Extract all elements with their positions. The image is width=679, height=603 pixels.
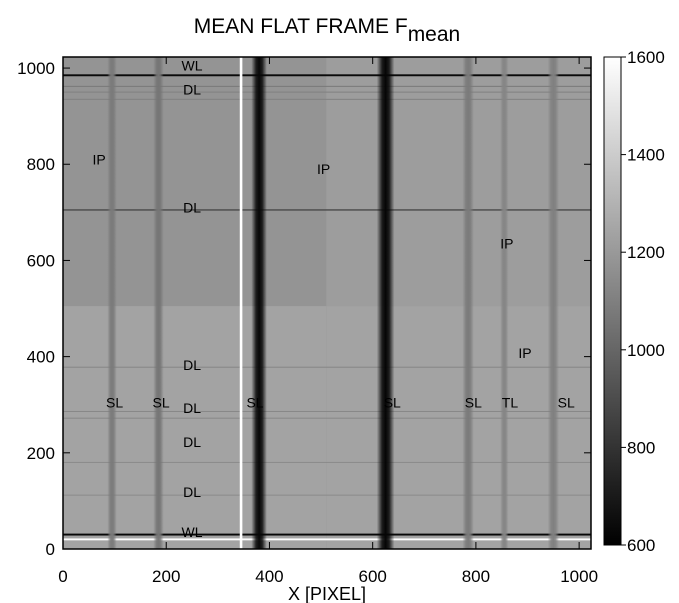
x-tick-label: 1000 [560,567,598,586]
annotation-label: TL [502,394,519,410]
colorbar-tick-label: 800 [627,438,655,457]
vertical-line-feature [239,57,243,549]
annotation-label: WL [182,58,203,74]
annotation-label: IP [500,236,513,252]
x-axis: 0 200 400 600 800 1000 [58,57,598,586]
annotation-label: SL [558,394,575,410]
chart-title: MEAN FLAT FRAME Fmean [194,15,460,46]
quadrant-upper-left [63,57,327,307]
annotation-label: DL [183,400,201,416]
annotation-label: SL [246,394,263,410]
vertical-stripe-feature [153,57,164,549]
feature-annotations: WL DL IP IP DL IP IP DL SL SL DL SL SL SL TL SL DL DL WL [93,58,575,541]
annotation-label: SL [465,394,482,410]
vertical-stripe-feature [251,57,267,549]
colorbar [603,56,622,546]
quadrant-lower-right [326,306,591,549]
colorbar-tick-label: 1400 [627,146,665,165]
annotation-label: SL [106,394,123,410]
vertical-stripe-feature [376,57,395,549]
annotation-label: IP [518,345,531,361]
horizontal-line-feature [63,209,591,211]
horizontal-line-feature [63,85,591,87]
colorbar-tick-label: 600 [627,536,655,555]
colorbar-axis: 600 800 1000 1200 1400 1600 [621,48,665,555]
annotation-label: SL [384,394,401,410]
quadrant-upper-right [326,57,591,307]
quadrant-lower-left [63,306,327,549]
horizontal-line-feature [63,366,591,368]
annotation-label: IP [317,161,330,177]
y-tick-label: 1000 [17,59,55,78]
horizontal-line-feature [63,410,591,412]
annotation-label: DL [183,200,201,216]
colorbar-tick-label: 1200 [627,243,665,262]
y-axis: 0 200 400 600 800 1000 [17,59,591,559]
x-tick-label: 0 [58,567,67,586]
horizontal-line-feature [63,91,591,93]
horizontal-line-feature [63,74,591,77]
x-axis-label: X [PIXEL] [288,584,366,603]
annotation-label: DL [183,434,201,450]
horizontal-line-feature [63,494,591,496]
horizontal-line-feature [63,533,591,536]
annotation-label: DL [183,357,201,373]
annotation-label: DL [183,82,201,98]
flat-frame-image [63,57,591,549]
y-tick-label: 0 [46,540,55,559]
x-tick-label: 200 [152,567,180,586]
vertical-stripe-feature [107,57,117,549]
horizontal-line-feature [63,538,591,541]
vertical-stripe-feature [462,57,474,549]
x-tick-label: 600 [358,567,386,586]
annotation-label: SL [153,394,170,410]
y-tick-label: 800 [27,155,55,174]
annotation-label: IP [93,151,106,167]
plot-frame [62,56,592,550]
vertical-stripe-feature [547,57,559,549]
y-tick-label: 400 [27,348,55,367]
colorbar-tick-label: 1000 [627,341,665,360]
x-tick-label: 400 [255,567,283,586]
y-tick-label: 600 [27,251,55,270]
y-tick-label: 200 [27,444,55,463]
x-tick-label: 800 [462,567,490,586]
horizontal-line-feature [63,461,591,463]
horizontal-line-feature [63,417,591,419]
horizontal-line-feature [63,98,591,100]
vertical-stripe-feature [500,57,509,549]
colorbar-tick-label: 1600 [627,48,665,67]
annotation-label: DL [183,484,201,500]
annotation-label: WL [182,524,203,540]
